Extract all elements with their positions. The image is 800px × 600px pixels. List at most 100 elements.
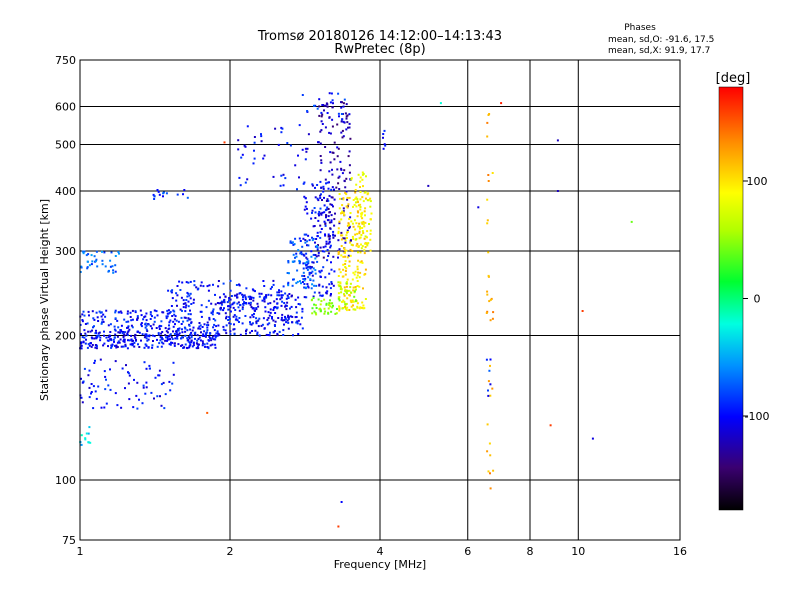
data-point	[189, 343, 192, 346]
data-point	[348, 226, 351, 229]
data-point	[105, 309, 108, 312]
data-point	[319, 275, 322, 278]
data-point	[148, 334, 151, 337]
data-point	[321, 123, 324, 125]
data-point	[310, 271, 313, 274]
data-point	[336, 123, 339, 126]
data-point	[145, 337, 148, 340]
data-point	[143, 346, 146, 349]
data-point	[165, 330, 168, 333]
data-point	[292, 278, 294, 281]
data-point	[349, 248, 352, 251]
data-point	[146, 330, 149, 332]
data-point	[198, 325, 201, 328]
data-point	[319, 194, 322, 197]
data-point	[350, 291, 352, 294]
data-point	[350, 305, 353, 308]
data-point	[337, 292, 340, 295]
data-point	[303, 275, 306, 277]
data-point	[269, 302, 272, 305]
data-point	[131, 318, 134, 321]
data-point	[360, 221, 363, 224]
data-point	[138, 398, 140, 401]
data-point	[489, 319, 492, 322]
data-point	[87, 432, 90, 435]
data-point	[383, 129, 386, 132]
data-point	[124, 387, 126, 390]
data-point	[318, 114, 321, 117]
data-point	[93, 362, 96, 364]
data-point	[130, 324, 133, 327]
data-point	[318, 214, 320, 217]
data-point	[336, 155, 339, 158]
data-point	[176, 285, 179, 287]
data-point	[189, 333, 192, 336]
data-point	[344, 260, 347, 263]
info-line-x: mean, sd,X: 91.9, 17.7	[608, 46, 710, 56]
data-point	[81, 319, 84, 321]
data-point	[188, 341, 191, 344]
data-point	[341, 136, 344, 139]
data-point	[338, 175, 341, 178]
data-point	[212, 283, 214, 286]
data-point	[140, 339, 142, 342]
data-point	[280, 294, 283, 297]
data-point	[263, 300, 266, 303]
data-point	[121, 367, 124, 370]
data-point	[182, 320, 185, 323]
data-point	[360, 234, 363, 236]
data-point	[267, 334, 270, 336]
data-point	[350, 177, 353, 180]
data-point	[88, 264, 91, 267]
data-point	[285, 304, 288, 307]
data-point	[247, 295, 250, 298]
data-point	[265, 294, 268, 297]
data-point	[158, 193, 161, 196]
data-point	[192, 344, 195, 347]
data-point	[299, 240, 302, 242]
data-point	[319, 308, 322, 311]
data-point	[352, 300, 355, 303]
data-point	[80, 347, 83, 350]
data-point	[294, 164, 297, 167]
data-point	[362, 304, 365, 307]
data-point	[288, 272, 290, 275]
data-point	[294, 298, 297, 301]
data-point	[99, 336, 102, 339]
data-point	[79, 323, 82, 326]
data-point	[145, 319, 148, 322]
data-point	[189, 313, 192, 316]
data-point	[324, 276, 327, 279]
data-point	[360, 243, 362, 246]
data-point	[556, 190, 559, 192]
data-point	[248, 298, 251, 300]
data-point	[332, 205, 334, 208]
data-point	[249, 295, 252, 298]
data-point	[311, 307, 314, 310]
data-point	[492, 311, 495, 314]
data-point	[143, 336, 146, 339]
data-point	[301, 307, 304, 310]
data-point	[316, 260, 319, 263]
data-point	[307, 276, 310, 279]
data-point	[350, 243, 353, 246]
data-point	[274, 320, 277, 323]
data-point	[359, 236, 362, 239]
data-point	[342, 120, 345, 123]
data-point	[276, 332, 279, 335]
data-point	[251, 307, 254, 310]
data-point	[344, 290, 347, 293]
data-point	[188, 294, 191, 297]
data-point	[315, 313, 318, 316]
data-point	[319, 310, 322, 313]
data-point	[258, 334, 261, 337]
data-point	[94, 260, 97, 263]
data-point	[323, 298, 326, 301]
data-point	[190, 303, 193, 305]
data-point	[354, 286, 357, 288]
data-point	[223, 298, 226, 301]
data-point	[160, 325, 163, 328]
info-line-o: mean, sd,O: -91.6, 17.5	[608, 35, 714, 45]
data-point	[173, 318, 176, 321]
data-point	[145, 381, 148, 384]
